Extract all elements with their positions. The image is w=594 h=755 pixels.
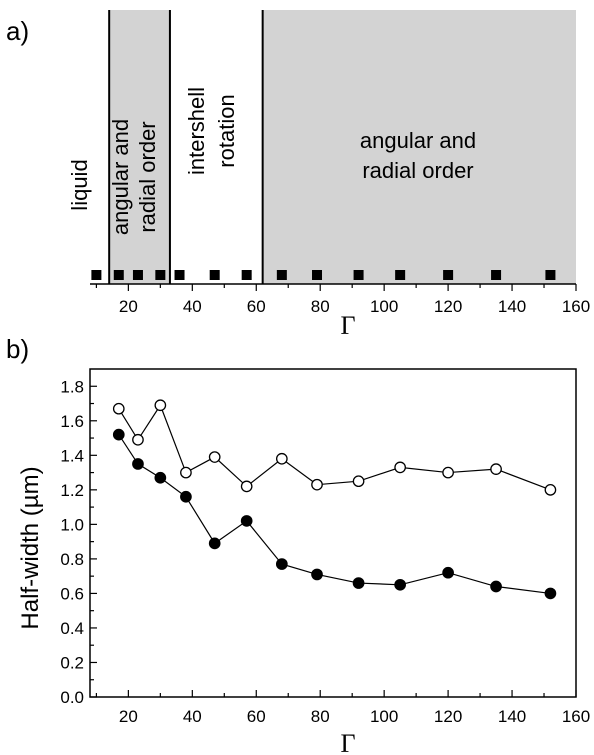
series-0-point-0	[112, 402, 125, 415]
panel-b-x-tick-label-140: 140	[498, 707, 526, 726]
square-marker-2	[132, 270, 143, 280]
square-marker-4	[174, 270, 185, 280]
panel-b-x-tick-label-100: 100	[370, 707, 398, 726]
panel-b-y-tick-label-9: 1.8	[60, 377, 84, 396]
panel-a-regions	[109, 10, 576, 284]
panel-b-x-axis-title: Γ	[340, 729, 355, 755]
panel-b-y-tick-label-7: 1.4	[60, 446, 84, 465]
series-1-point-1	[132, 458, 144, 470]
series-1-point-7	[311, 568, 323, 581]
panel-a-x-tick-label-40: 40	[183, 297, 202, 316]
region-label-order-1-line-1: angular and	[108, 119, 133, 235]
panel-b-y-tick-label-6: 1.2	[60, 481, 84, 500]
region-label-order-1-line-2: radial order	[135, 121, 160, 232]
panel-b-x-tick-label-20: 20	[119, 707, 138, 726]
series-0-point-8	[352, 475, 365, 488]
square-marker-13	[545, 270, 556, 280]
region-label-order-2-line-1: angular and	[360, 128, 476, 153]
panel-a-markers	[91, 270, 556, 280]
square-marker-9	[353, 270, 364, 280]
panel-a-x-axis-title: Γ	[340, 311, 355, 340]
square-marker-12	[491, 270, 502, 280]
panel-b-series	[112, 399, 557, 600]
panel-a-letter: a)	[6, 16, 29, 46]
series-1-point-6	[275, 558, 288, 570]
panel-b: 20 40 60 80 100 120 140 160 0.0 0.2 0.4 0.6 0.8 1.0 1…	[60, 368, 590, 726]
series-0-point-12	[544, 483, 557, 496]
panel-b-letter: b)	[6, 334, 29, 364]
panel-b-x-tick-label-60: 60	[247, 707, 266, 726]
series-1-point-9	[394, 578, 406, 591]
panel-a-x-tick-label-20: 20	[119, 297, 138, 316]
series-1-point-2	[154, 471, 167, 484]
series-1-point-8	[352, 577, 365, 589]
panel-a-x-tick-label-100: 100	[370, 297, 398, 316]
panel-b-y-ticks: 0.0 0.2 0.4 0.6 0.8 1.0 1.2 1.4 1.6 1.8	[60, 377, 97, 707]
panel-a-x-tick-label-120: 120	[434, 297, 462, 316]
square-marker-3	[155, 270, 166, 280]
series-0-point-4	[208, 451, 221, 463]
region-shade-1	[109, 10, 170, 284]
panel-b-y-axis-title: Half-width (µm)	[17, 466, 44, 629]
panel-b-y-tick-label-5: 1.0	[60, 515, 84, 534]
series-1-point-0	[112, 428, 125, 441]
square-marker-0	[91, 270, 102, 280]
series-0-point-2	[154, 399, 167, 412]
panel-b-y-tick-label-2: 0.4	[60, 619, 84, 638]
series-0-point-7	[311, 478, 323, 491]
panel-b-y-tick-label-3: 0.6	[60, 584, 84, 603]
region-label-rotation-line-1: intershell	[184, 87, 209, 175]
series-0-point-6	[275, 452, 288, 465]
square-marker-7	[276, 270, 287, 280]
series-1-point-11	[490, 580, 502, 593]
panel-b-x-tick-label-120: 120	[434, 707, 462, 726]
square-marker-11	[443, 270, 454, 280]
panel-a: 20 40 60 80 100 120 140 160 liquid angular and …	[67, 10, 590, 316]
panel-a-tick-labels: 20 40 60 80 100 120 140 160	[119, 297, 590, 316]
series-0-point-5	[240, 480, 253, 493]
series-1-point-5	[240, 515, 253, 527]
series-0-point-11	[490, 463, 502, 475]
square-marker-1	[113, 270, 124, 280]
square-marker-10	[395, 270, 406, 280]
panel-b-y-tick-label-8: 1.6	[60, 412, 84, 431]
panel-a-x-tick-label-140: 140	[498, 297, 526, 316]
square-marker-5	[209, 270, 220, 280]
panel-a-boundaries	[108, 10, 264, 284]
panel-a-x-tick-label-80: 80	[311, 297, 330, 316]
panel-b-x-tick-label-80: 80	[311, 707, 330, 726]
series-1-point-12	[544, 587, 557, 600]
panel-b-frame	[89, 368, 577, 698]
panel-b-y-tick-label-4: 0.8	[60, 550, 84, 569]
series-0-point-10	[442, 466, 454, 479]
series-0-point-1	[132, 433, 144, 446]
panel-a-x-tick-label-160: 160	[562, 297, 590, 316]
panel-b-x-tick-label-160: 160	[562, 707, 590, 726]
series-0-point-9	[394, 461, 406, 474]
region-label-order-2-line-2: radial order	[362, 158, 473, 183]
panel-b-x-ticks: 20 40 60 80 100 120 140 160	[95, 690, 590, 726]
region-label-liquid: liquid	[67, 159, 92, 210]
square-marker-8	[312, 270, 323, 280]
series-1-point-3	[180, 490, 192, 503]
series-1-line	[118, 434, 551, 595]
square-marker-6	[241, 270, 252, 280]
panel-a-x-tick-label-60: 60	[247, 297, 266, 316]
region-shade-3	[262, 10, 576, 284]
series-1-point-10	[442, 566, 454, 579]
region-label-rotation-line-2: rotation	[214, 94, 239, 167]
series-1-point-4	[208, 537, 221, 550]
series-0-point-3	[180, 466, 192, 479]
panel-b-y-tick-label-1: 0.2	[60, 653, 84, 672]
panel-b-y-tick-label-0: 0.0	[60, 688, 84, 707]
panel-b-x-tick-label-40: 40	[183, 707, 202, 726]
panel-a-x-axis	[90, 283, 577, 291]
